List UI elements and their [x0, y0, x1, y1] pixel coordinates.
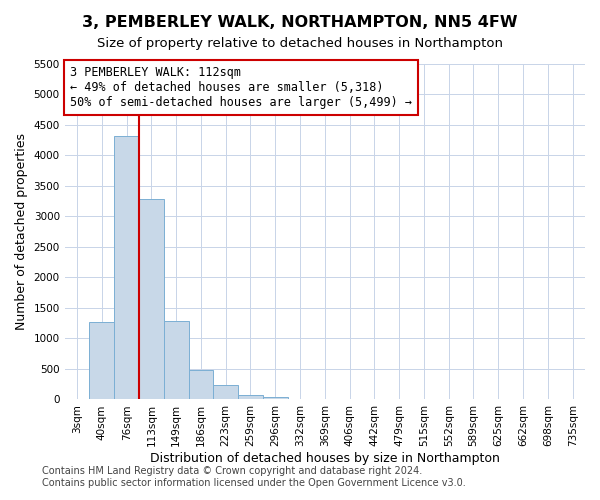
- Bar: [188, 370, 214, 400]
- Bar: [114, 136, 139, 400]
- Y-axis label: Number of detached properties: Number of detached properties: [15, 133, 28, 330]
- Bar: [89, 322, 114, 400]
- Bar: [263, 397, 287, 400]
- X-axis label: Distribution of detached houses by size in Northampton: Distribution of detached houses by size …: [150, 452, 500, 465]
- Text: Size of property relative to detached houses in Northampton: Size of property relative to detached ho…: [97, 38, 503, 51]
- Text: Contains HM Land Registry data © Crown copyright and database right 2024.
Contai: Contains HM Land Registry data © Crown c…: [42, 466, 466, 487]
- Text: 3 PEMBERLEY WALK: 112sqm
← 49% of detached houses are smaller (5,318)
50% of sem: 3 PEMBERLEY WALK: 112sqm ← 49% of detach…: [70, 66, 412, 108]
- Bar: [164, 321, 188, 400]
- Bar: [214, 385, 238, 400]
- Bar: [139, 199, 164, 400]
- Text: 3, PEMBERLEY WALK, NORTHAMPTON, NN5 4FW: 3, PEMBERLEY WALK, NORTHAMPTON, NN5 4FW: [82, 15, 518, 30]
- Bar: [238, 394, 263, 400]
